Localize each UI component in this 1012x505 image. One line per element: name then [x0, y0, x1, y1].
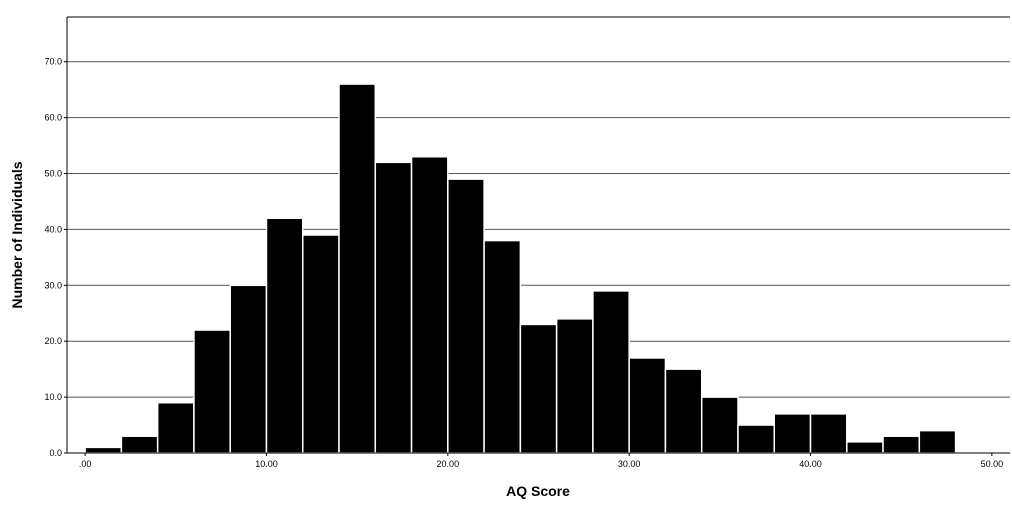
x-tick-label: 30.00	[618, 459, 641, 469]
y-tick-label: 60.0	[44, 113, 62, 123]
histogram-bar	[519, 323, 558, 454]
histogram-bar	[700, 396, 739, 454]
histogram-bar	[265, 217, 304, 454]
y-axis-title: Number of Individuals	[9, 161, 25, 308]
histogram-bar	[773, 413, 812, 454]
x-tick-label: 10.00	[255, 459, 278, 469]
histogram-bar	[84, 446, 123, 454]
histogram-bar	[374, 161, 413, 454]
y-tick-label: 10.0	[44, 392, 62, 402]
x-tick-label: .00	[79, 459, 92, 469]
y-tick-label: 50.0	[44, 169, 62, 179]
histogram-bar	[664, 368, 703, 454]
x-tick-label: 20.00	[437, 459, 460, 469]
histogram-bar	[846, 441, 884, 454]
histogram-bar	[809, 413, 848, 454]
y-tick-label: 40.0	[44, 224, 62, 234]
axes	[66, 16, 1010, 454]
histogram-bar	[302, 234, 340, 454]
y-tick-label: 70.0	[44, 57, 62, 67]
histogram-bar	[882, 435, 921, 454]
histogram-bar	[156, 401, 195, 454]
x-tick-label: 40.00	[799, 459, 822, 469]
y-tick-label: 0.0	[49, 448, 62, 458]
histogram-bar	[592, 290, 630, 454]
histogram-bar	[918, 429, 957, 454]
histogram-bar	[555, 318, 594, 454]
bars	[84, 83, 957, 454]
x-axis-title: AQ Score	[506, 483, 570, 499]
histogram-bar	[410, 155, 449, 454]
histogram-bar	[447, 178, 485, 454]
histogram-bar	[120, 435, 159, 454]
x-tick-label: 50.00	[981, 459, 1004, 469]
x-tick-labels: .00 10.00 20.00 30.00 40.00 50.00	[79, 453, 1003, 469]
y-tick-label: 20.0	[44, 336, 62, 346]
histogram-bar	[193, 329, 231, 454]
histogram-bar	[483, 239, 522, 454]
histogram-bar	[229, 284, 268, 454]
histogram-bar	[338, 83, 377, 454]
histogram-bar	[628, 357, 667, 454]
y-tick-labels: 0.0 10.0 20.0 30.0 40.0 50.0 60.0 70.0	[44, 57, 67, 458]
histogram-bar	[737, 424, 776, 454]
y-tick-label: 30.0	[44, 280, 62, 290]
